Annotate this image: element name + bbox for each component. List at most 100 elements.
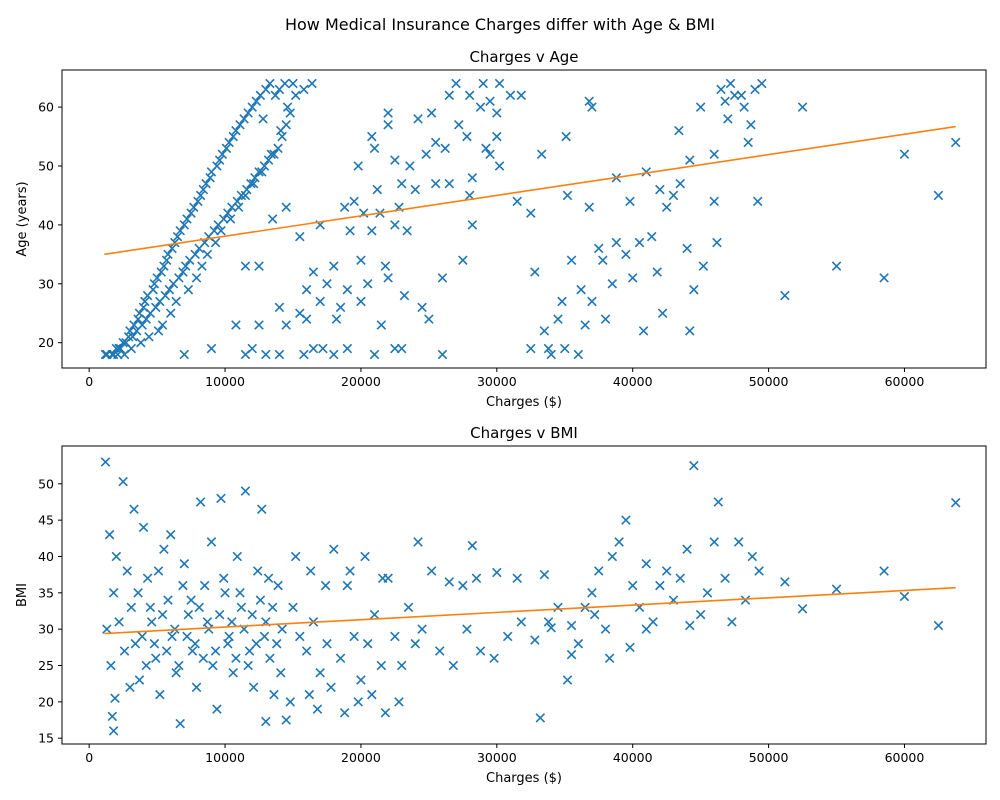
data-point xyxy=(159,544,169,554)
data-point xyxy=(102,624,112,634)
data-point xyxy=(430,137,441,148)
data-point xyxy=(104,529,115,540)
data-point xyxy=(712,237,722,248)
data-point xyxy=(270,90,281,101)
data-point xyxy=(137,320,147,330)
data-point xyxy=(307,78,317,89)
chart-charges-v-bmi: Charges v BMI 0 10000 20000 30000 40000 50000 6… xyxy=(15,424,987,786)
data-point xyxy=(536,149,547,159)
data-point xyxy=(723,114,733,124)
data-point xyxy=(362,638,373,649)
data-point xyxy=(197,261,207,271)
data-point xyxy=(831,584,842,594)
data-point xyxy=(356,255,366,265)
data-point xyxy=(209,226,219,236)
data-point xyxy=(437,349,448,360)
data-point xyxy=(246,178,256,189)
data-point xyxy=(417,624,427,634)
data-point xyxy=(611,237,622,248)
y-tick-label: 40 xyxy=(38,217,54,232)
data-point xyxy=(950,497,961,508)
data-point xyxy=(141,660,152,671)
data-point xyxy=(720,573,730,584)
data-point xyxy=(267,214,278,224)
data-point xyxy=(709,149,720,159)
data-point xyxy=(305,566,316,576)
data-point xyxy=(593,243,604,254)
data-point xyxy=(290,90,301,101)
data-point xyxy=(301,284,312,295)
data-point xyxy=(271,638,282,649)
data-point xyxy=(295,308,305,318)
data-point xyxy=(142,573,153,584)
data-point xyxy=(198,653,209,663)
data-point xyxy=(502,631,513,642)
data-point xyxy=(750,84,760,95)
data-point xyxy=(312,704,323,714)
data-point xyxy=(170,237,180,248)
data-point xyxy=(434,646,445,656)
data-point xyxy=(641,558,652,569)
data-point xyxy=(114,617,124,627)
data-point xyxy=(780,577,790,587)
y-tick-label: 50 xyxy=(38,476,54,491)
data-point xyxy=(274,302,285,313)
data-point xyxy=(410,184,421,195)
data-point xyxy=(655,184,665,195)
data-point xyxy=(421,149,431,159)
data-point xyxy=(129,504,139,514)
data-point xyxy=(235,120,245,130)
data-point xyxy=(256,504,267,514)
data-point xyxy=(146,617,157,627)
data-point xyxy=(530,267,540,277)
x-tick-label: 60000 xyxy=(885,750,925,765)
data-point xyxy=(467,220,478,230)
data-point xyxy=(119,646,130,656)
data-point xyxy=(183,284,194,295)
x-tick-label: 50000 xyxy=(749,374,789,389)
data-point xyxy=(600,624,611,634)
chart-2-title: Charges v BMI xyxy=(470,424,578,442)
data-point xyxy=(437,273,448,283)
data-point xyxy=(248,178,259,189)
data-point xyxy=(328,544,339,554)
data-point xyxy=(553,602,563,613)
data-point xyxy=(566,255,577,265)
data-point xyxy=(380,707,391,718)
data-point xyxy=(149,279,160,289)
data-point xyxy=(276,668,286,678)
x-tick-label: 20000 xyxy=(341,750,381,765)
data-point xyxy=(299,349,309,360)
data-point xyxy=(233,202,244,212)
data-point xyxy=(780,290,790,301)
data-point xyxy=(797,604,808,614)
data-point xyxy=(274,349,285,360)
data-point xyxy=(281,715,291,725)
data-point xyxy=(754,566,764,576)
data-point xyxy=(163,595,173,605)
data-point xyxy=(248,682,259,693)
y-tick-label: 25 xyxy=(38,658,54,673)
data-point xyxy=(216,226,226,236)
data-point xyxy=(224,137,234,148)
data-point xyxy=(265,653,275,663)
data-point xyxy=(232,551,243,562)
data-point xyxy=(743,137,753,148)
data-point xyxy=(150,653,161,663)
data-point xyxy=(621,249,631,260)
data-point xyxy=(216,493,226,504)
data-point xyxy=(752,196,763,207)
x-tick-label: 0 xyxy=(85,374,93,389)
data-point xyxy=(149,638,160,649)
data-point xyxy=(133,588,143,598)
data-point xyxy=(675,573,686,584)
data-point xyxy=(713,497,724,507)
data-point xyxy=(383,120,393,130)
data-point xyxy=(535,713,546,723)
data-point xyxy=(899,591,910,602)
data-point xyxy=(202,617,213,627)
data-point xyxy=(933,620,944,631)
data-point xyxy=(153,566,164,576)
data-point xyxy=(285,697,296,707)
data-point xyxy=(462,131,472,142)
